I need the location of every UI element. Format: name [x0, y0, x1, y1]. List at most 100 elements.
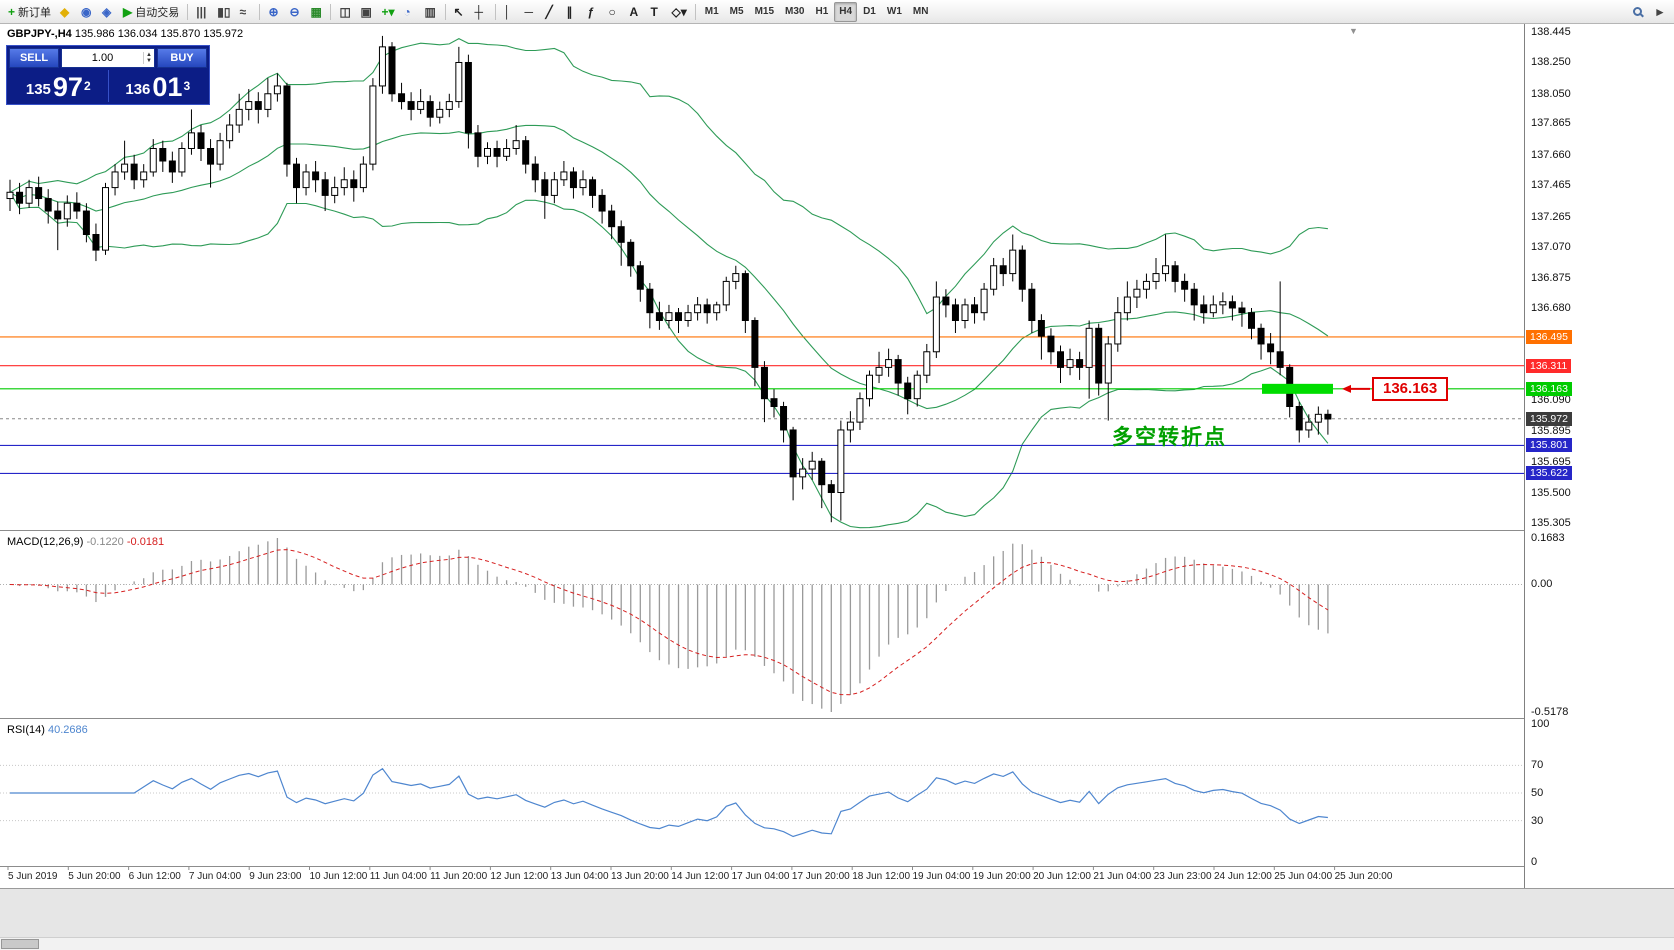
data-window-button[interactable]: ◈	[98, 2, 118, 22]
horizontal-scrollbar[interactable]	[0, 937, 1674, 950]
chart-shift-button[interactable]: ▥	[421, 2, 441, 22]
sell-button[interactable]: SELL	[9, 48, 59, 68]
price-scale-label: -0.5178	[1531, 706, 1569, 718]
price-scale-badge: 136.163	[1526, 381, 1572, 396]
one-click-controls: SELL ▲ ▼ BUY	[9, 48, 207, 68]
tf-m30[interactable]: M30	[785, 6, 805, 17]
new-chart-button-icon: +▾	[381, 4, 395, 19]
zoom-in-button[interactable]: ⊕	[264, 2, 284, 22]
shapes-button-icon: ○	[608, 4, 616, 19]
new-order-button[interactable]: + 新订单	[4, 2, 55, 22]
tf-m5[interactable]: M5	[729, 6, 744, 17]
tile-windows-button[interactable]: ◫	[335, 2, 355, 22]
cascade-windows-button[interactable]: ▣	[356, 2, 376, 22]
candlestick-chart-button[interactable]: ▮▯	[213, 2, 234, 22]
time-axis-label: 13 Jun 04:00	[550, 871, 609, 882]
price-scale-label: 135.305	[1531, 517, 1571, 529]
volume-box: ▲ ▼	[61, 48, 155, 68]
time-axis-label: 18 Jun 12:00	[852, 871, 911, 882]
buy-button[interactable]: BUY	[157, 48, 207, 68]
volume-down-button[interactable]: ▼	[146, 58, 152, 64]
price-scale-label: 30	[1531, 814, 1544, 827]
tf-m15[interactable]: M15	[754, 6, 775, 17]
volume-up-button[interactable]: ▲	[146, 52, 152, 58]
one-click-prices: 135 97 2 136 01 3	[9, 70, 207, 102]
price-scale[interactable]: 138.445 138.250 138.050 137.865 137.660 137.4…	[1524, 24, 1674, 888]
vertical-line-button[interactable]: │	[500, 2, 520, 22]
toolbar-separator	[187, 3, 189, 20]
new-chart-button[interactable]: +▾	[377, 2, 398, 22]
price-scale-label: 138.050	[1531, 87, 1571, 100]
price-scale-label: 137.070	[1531, 241, 1571, 253]
annotations-layer	[1262, 383, 1370, 394]
tf-w1[interactable]: W1	[886, 6, 902, 17]
label-button[interactable]: T	[647, 2, 667, 22]
bottom-scroll-area	[0, 888, 1674, 950]
volume-input[interactable]	[62, 52, 143, 64]
vertical-line-button-icon: │	[503, 4, 512, 19]
tf-mn[interactable]: MN	[912, 6, 929, 17]
horizontal-line-button[interactable]: ─	[521, 2, 541, 22]
price-scale-badge: 136.311	[1526, 358, 1572, 373]
horizontal-lines	[0, 336, 1524, 475]
candles-layer	[6, 35, 1332, 523]
toolbar-separator	[494, 3, 496, 20]
price-scale-badge: 135.622	[1526, 466, 1572, 481]
price-scale-label: 137.660	[1531, 148, 1571, 161]
price-scale-label: 0	[1531, 856, 1538, 868]
time-axis-label: 6 Jun 12:00	[128, 871, 181, 882]
price-scale-label: 137.865	[1531, 116, 1571, 129]
price-scale-label: 136.680	[1531, 301, 1571, 314]
sell-price[interactable]: 135 97 2	[25, 72, 91, 102]
tf-h1[interactable]: H1	[815, 6, 829, 17]
trendline-button-icon: ╱	[545, 4, 553, 19]
profiles-button[interactable]: ◔	[400, 2, 420, 22]
cursor-button[interactable]: ↖	[450, 2, 470, 22]
market-watch-button[interactable]: ◉	[77, 2, 97, 22]
search-icon	[1633, 7, 1642, 16]
price-callout-label: 136.163	[1372, 376, 1449, 401]
arrows-button[interactable]: ◇▾	[668, 2, 691, 22]
indicators-button[interactable]: ▦	[306, 2, 326, 22]
crosshair-button[interactable]: ┼	[471, 2, 491, 22]
time-axis-label: 25 Jun 04:00	[1274, 871, 1333, 882]
zoom-out-button[interactable]: ⊖	[285, 2, 305, 22]
line-chart-button[interactable]: ≈	[235, 2, 255, 22]
time-axis-label: 10 Jun 12:00	[309, 871, 368, 882]
toolbar-separator	[444, 3, 446, 20]
rsi-name: RSI(14)	[7, 724, 45, 736]
tf-m1[interactable]: M1	[704, 6, 719, 17]
tile-windows-button-icon: ◫	[339, 4, 351, 19]
price-scale-label: 135.895	[1531, 424, 1571, 437]
autotrading-button-icon: ▶	[123, 4, 133, 19]
price-scale-label: 50	[1531, 787, 1544, 799]
pointer-button[interactable]: ►	[1650, 2, 1670, 22]
tf-d1[interactable]: D1	[863, 6, 876, 17]
fibonacci-button[interactable]: ƒ	[584, 2, 604, 22]
zoom-in-button-icon: ⊕	[268, 4, 279, 19]
trendline-button[interactable]: ╱	[542, 2, 562, 22]
time-axis-label: 19 Jun 04:00	[912, 871, 971, 882]
metaeditor-button[interactable]: ◆	[56, 2, 76, 22]
fibonacci-button-icon: ƒ	[587, 4, 595, 19]
price-scale-badge: 136.495	[1526, 329, 1572, 344]
shapes-button[interactable]: ○	[605, 2, 625, 22]
bar-chart-button[interactable]: |||	[192, 2, 212, 22]
price-chart-canvas[interactable]	[0, 24, 1524, 888]
tf-h4[interactable]: H4	[834, 1, 858, 22]
time-axis-label: 17 Jun 20:00	[791, 871, 850, 882]
time-axis-label: 11 Jun 04:00	[369, 871, 427, 882]
toolbar-separator	[694, 3, 696, 20]
text-button[interactable]: A	[626, 2, 646, 22]
time-axis-label: 5 Jun 20:00	[68, 871, 121, 882]
buy-price[interactable]: 136 01 3	[125, 72, 191, 102]
price-scale-label: 138.445	[1531, 26, 1571, 38]
channel-button[interactable]: ∥	[563, 2, 583, 22]
search-button[interactable]	[1629, 2, 1649, 22]
channel-button-icon: ∥	[566, 4, 573, 19]
toolbar-separator	[259, 3, 261, 20]
cascade-windows-button-icon: ▣	[360, 4, 372, 19]
autotrading-button[interactable]: ▶ 自动交易	[119, 2, 183, 22]
horizontal-scrollbar-thumb[interactable]	[1, 939, 39, 949]
crosshair-button-icon: ┼	[474, 4, 484, 19]
